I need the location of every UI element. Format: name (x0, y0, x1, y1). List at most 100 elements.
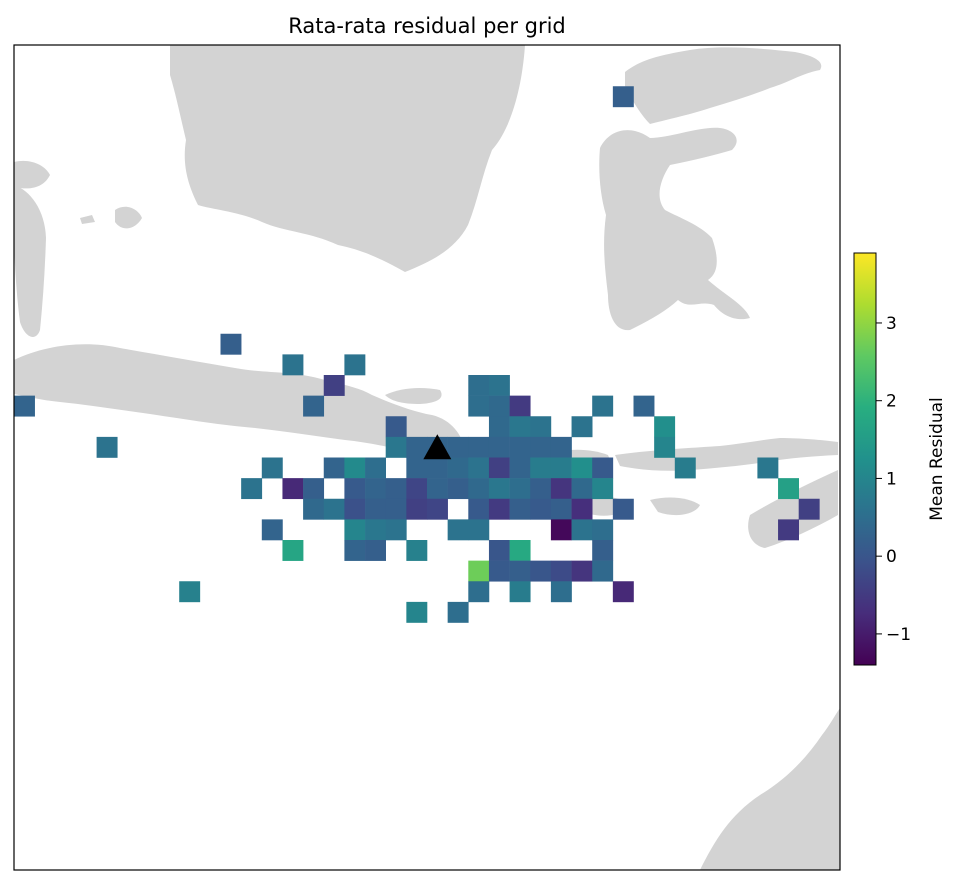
grid-cell (550, 519, 572, 541)
grid-cell (509, 457, 531, 479)
grid-cell (14, 395, 35, 417)
grid-cell (530, 457, 552, 479)
grid-cell (468, 560, 490, 582)
grid-cell (571, 560, 593, 582)
grid-cell (778, 478, 799, 500)
grid-cell (509, 436, 531, 458)
land-bangka (14, 160, 50, 189)
grid-cell (550, 560, 572, 582)
grid-cell (406, 436, 428, 458)
grid-cell (427, 498, 448, 520)
grid-cell (385, 498, 407, 520)
grid-cell (344, 540, 366, 561)
grid-cell (488, 395, 510, 417)
grid-cell (344, 478, 366, 500)
colorbar-tick-label: 2 (886, 392, 897, 412)
land-sumatra (14, 185, 46, 337)
grid-cell (592, 540, 614, 561)
grid-cell (530, 498, 552, 520)
land-masses (14, 45, 840, 870)
grid-cell (488, 560, 510, 582)
triangle-marker-icon (423, 434, 452, 460)
colorbar-tick-label: 3 (886, 314, 897, 334)
grid-cell (447, 457, 469, 479)
grid-cell (798, 498, 820, 520)
grid-cell (654, 416, 676, 438)
grid-cell (488, 457, 510, 479)
grid-cell (468, 436, 490, 458)
grid-cell (406, 498, 428, 520)
grid-cell (550, 457, 572, 479)
grid-cell (530, 478, 552, 500)
grid-cell (757, 457, 779, 479)
grid-cell (303, 498, 325, 520)
grid-cell (592, 560, 614, 582)
grid-cell (406, 540, 428, 561)
colorbar-label: Mean Residual (927, 397, 947, 521)
grid-cell (344, 457, 366, 479)
grid-cell (323, 498, 345, 520)
land-sulawesi-north (625, 47, 822, 124)
grid-cell (323, 457, 345, 479)
grid-cell (592, 519, 614, 541)
grid-cell (96, 436, 118, 458)
grid-cell (447, 436, 469, 458)
grid-cell (385, 436, 407, 458)
grid-cell (592, 478, 614, 500)
grid-cell (612, 86, 634, 108)
grid-cell (447, 601, 469, 623)
grid-cell (220, 333, 242, 355)
grid-cell (427, 457, 448, 479)
grid-cell (365, 457, 386, 479)
grid-cell (509, 498, 531, 520)
grid-cell (282, 478, 304, 500)
grid-cell (530, 416, 552, 438)
grid-cell (488, 498, 510, 520)
grid-cell (365, 498, 386, 520)
grid-cell (468, 375, 490, 396)
grid-cell (323, 375, 345, 396)
grid-cell (571, 478, 593, 500)
land-java (14, 344, 465, 455)
chart-title: Rata-rata residual per grid (288, 14, 566, 38)
residual-grid-cells (14, 86, 820, 623)
grid-cell (468, 457, 490, 479)
grid-cell (550, 436, 572, 458)
grid-cell (509, 478, 531, 500)
grid-cell (468, 519, 490, 541)
grid-cell (365, 478, 386, 500)
colorbar-tick-label: 1 (886, 469, 897, 489)
land-sumba (650, 497, 700, 516)
colorbar-tick-label: 0 (886, 547, 897, 567)
grid-cell (344, 519, 366, 541)
colorbar-gradient (853, 252, 877, 666)
grid-cell (303, 395, 325, 417)
grid-cell (241, 478, 263, 500)
colorbar-tick-label: −1 (886, 625, 911, 645)
grid-cell (674, 457, 696, 479)
grid-cell (612, 498, 634, 520)
grid-cell (406, 478, 428, 500)
grid-cell (550, 478, 572, 500)
land-madura (385, 387, 442, 404)
grid-cell (571, 457, 593, 479)
grid-cell (550, 498, 572, 520)
grid-cell (468, 478, 490, 500)
grid-cell (406, 601, 428, 623)
grid-cell (571, 416, 593, 438)
grid-cell (509, 395, 531, 417)
grid-cell (592, 457, 614, 479)
grid-cell (488, 540, 510, 561)
grid-cell (633, 395, 655, 417)
grid-cell (344, 498, 366, 520)
grid-cell (447, 519, 469, 541)
grid-cell (385, 478, 407, 500)
grid-cell (488, 416, 510, 438)
grid-cell (509, 416, 531, 438)
grid-cell (447, 478, 469, 500)
grid-cell (530, 560, 552, 582)
grid-cell (571, 498, 593, 520)
grid-cell (571, 519, 593, 541)
grid-cell (509, 540, 531, 561)
